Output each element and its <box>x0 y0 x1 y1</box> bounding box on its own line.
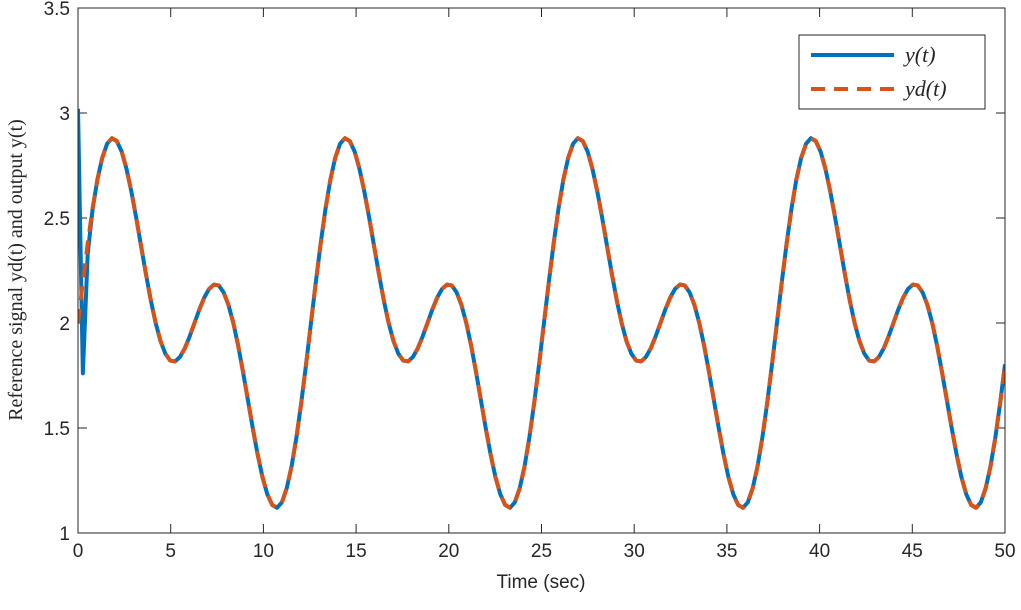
x-tick-label: 40 <box>809 541 830 562</box>
x-tick-label: 25 <box>531 541 552 562</box>
legend: y(t) yd(t) <box>798 34 986 110</box>
legend-box <box>798 34 986 110</box>
y-tick-label: 3 <box>59 104 70 125</box>
y-tick-label: 2 <box>59 314 70 335</box>
x-tick-label: 50 <box>994 541 1015 562</box>
y-tick-label: 1 <box>59 524 70 545</box>
x-tick-label: 30 <box>624 541 645 562</box>
x-axis-label: Time (sec) <box>496 572 585 593</box>
y-axis-label: Reference signal yd(t) and output y(t) <box>5 119 27 421</box>
legend-label: yd(t) <box>903 76 947 101</box>
x-tick-label: 10 <box>253 541 274 562</box>
x-tick-label: 15 <box>346 541 367 562</box>
plot-lines <box>78 108 1005 510</box>
x-tick-label: 20 <box>438 541 459 562</box>
axes-box <box>77 7 1006 534</box>
x-tick-label: 0 <box>73 541 84 562</box>
x-tick-label: 5 <box>165 541 176 562</box>
y-tick-label: 3.5 <box>44 0 70 20</box>
y-tick-label: 1.5 <box>44 419 70 440</box>
x-tick-label: 35 <box>716 541 737 562</box>
legend-label: y(t) <box>903 42 936 67</box>
series-line <box>78 136 1005 510</box>
y-tick-label: 2.5 <box>44 209 70 230</box>
x-tick-label: 45 <box>902 541 923 562</box>
